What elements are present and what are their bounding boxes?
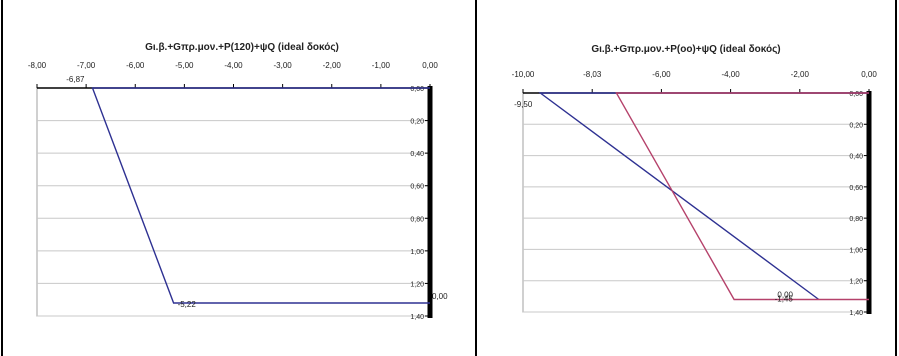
right-y-tick-label-0: 0,00 — [849, 91, 863, 98]
left-y-tick-label-3: 0,60 — [410, 184, 424, 191]
right-y-tick-label-3: 0,60 — [849, 185, 863, 192]
left-y-tick-label-0: 0,00 — [410, 86, 424, 93]
right-x-tick-label-1: -8,03 — [583, 70, 602, 79]
left-x-tick-label-3: -5,00 — [175, 61, 194, 70]
left-y-tick-label-2: 0,40 — [410, 151, 424, 158]
left-y-tick-label-6: 1,20 — [410, 281, 424, 288]
left-data-label-1: -5,22 — [178, 300, 197, 309]
right-data-label-0: -9,50 — [514, 100, 533, 109]
right-x-tick-label-5: 0,00 — [861, 70, 877, 79]
chart-left-title: Gι.β.+Gπρ.μον.+P(120)+ψQ (ideal δοκός) — [145, 42, 339, 53]
right-y-tick-label-2: 0,40 — [849, 154, 863, 161]
right-y-tick-label-7: 1,40 — [849, 310, 863, 317]
right-series-1-line — [615, 92, 869, 301]
right-y-tick-label-5: 1,00 — [849, 247, 863, 254]
right-x-tick-label-0: -10,00 — [512, 70, 535, 79]
left-x-tick-label-7: -1,00 — [372, 61, 391, 70]
left-x-tick-label-1: -7,00 — [77, 61, 96, 70]
chart-right-title: Gι.β.+Gπρ.μον.+P(oo)+ψQ (ideal δοκός) — [591, 44, 780, 55]
left-x-tick-label-6: -2,00 — [323, 61, 342, 70]
right-data-label-2: 0,00 — [777, 290, 793, 299]
left-y-tick-label-5: 1,00 — [410, 249, 424, 256]
left-y-tick-label-1: 0,20 — [410, 119, 424, 126]
chart-left: Gι.β.+Gπρ.μον.+P(120)+ψQ (ideal δοκός) -… — [28, 42, 448, 321]
right-data-label-1: -1,45 — [775, 294, 794, 303]
left-y-tick-label-4: 0,80 — [410, 216, 424, 223]
left-series-0-line — [91, 87, 430, 304]
right-x-tick-label-2: -6,00 — [652, 70, 671, 79]
right-y-tick-label-6: 1,20 — [849, 279, 863, 286]
right-x-tick-label-3: -4,00 — [721, 70, 740, 79]
right-y-tick-label-1: 0,20 — [849, 122, 863, 129]
right-x-tick-label-4: -2,00 — [791, 70, 810, 79]
left-x-tick-label-4: -4,00 — [224, 61, 243, 70]
left-data-label-2: 0,00 — [432, 292, 448, 301]
left-x-tick-label-2: -6,00 — [126, 61, 145, 70]
left-y-tick-label-7: 1,40 — [410, 314, 424, 321]
left-x-tick-label-0: -8,00 — [28, 61, 47, 70]
left-data-label-0: -6,87 — [66, 75, 85, 84]
left-x-tick-label-8: 0,00 — [422, 61, 438, 70]
right-y-tick-label-4: 0,80 — [849, 216, 863, 223]
left-x-tick-label-5: -3,00 — [274, 61, 293, 70]
chart-right: Gι.β.+Gπρ.μον.+P(oo)+ψQ (ideal δοκός) -1… — [512, 44, 878, 317]
